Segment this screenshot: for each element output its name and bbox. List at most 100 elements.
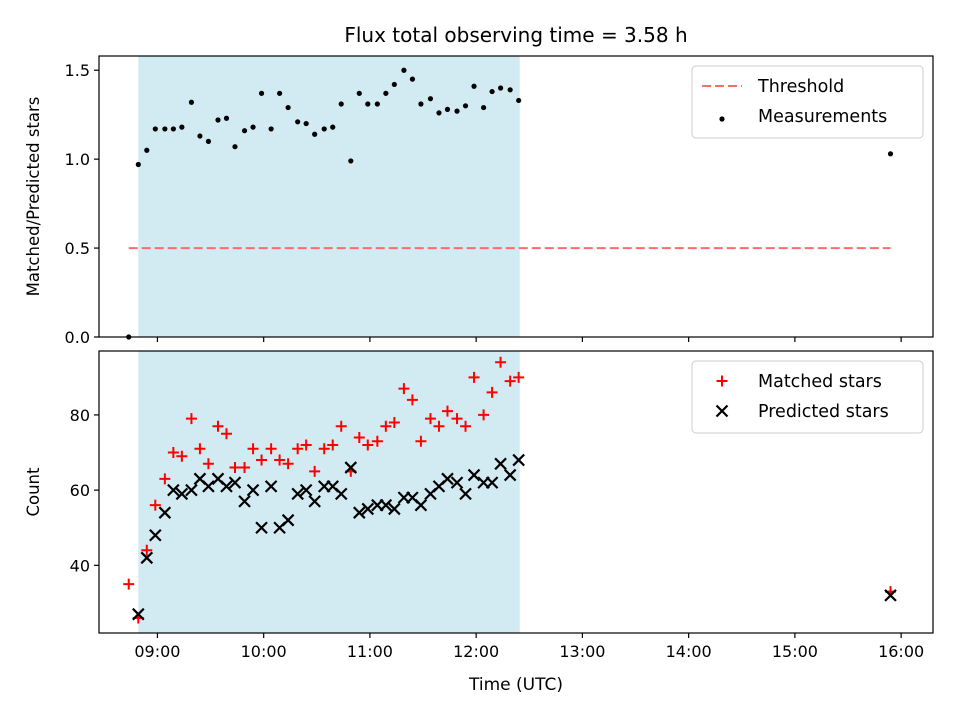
- point-measurement: [223, 115, 230, 121]
- point-predicted: [353, 506, 366, 519]
- point-predicted: [167, 483, 180, 497]
- point-matched: [185, 413, 197, 425]
- legend-swatch: [719, 116, 725, 122]
- point-matched: [167, 447, 179, 459]
- point-matched: [513, 371, 525, 383]
- legend-swatch: [715, 404, 729, 418]
- point-measurement: [391, 81, 397, 88]
- point-measurement: [330, 124, 336, 130]
- point-predicted: [467, 468, 481, 482]
- point-predicted: [388, 502, 401, 516]
- point-measurement: [338, 101, 344, 107]
- point-matched: [202, 458, 214, 470]
- point-matched: [380, 420, 392, 432]
- point-predicted: [185, 483, 198, 497]
- point-matched: [229, 462, 241, 474]
- point-predicted: [140, 551, 154, 565]
- point-measurement: [258, 90, 265, 96]
- point-measurement: [321, 126, 327, 132]
- point-measurement: [480, 104, 487, 111]
- point-measurement: [409, 76, 416, 82]
- point-measurement: [427, 96, 434, 102]
- y-axis-label: Matched/Predicted stars: [24, 97, 43, 297]
- point-measurement: [436, 110, 442, 116]
- point-measurement: [887, 151, 894, 157]
- bottom-panel-counts: 40 60 80 09:00 10:00 11:00 12:00 13:00 14:00 15:0…: [24, 350, 934, 661]
- observing-span-shade: [138, 56, 520, 337]
- point-matched: [212, 420, 224, 432]
- point-measurement: [152, 126, 158, 132]
- point-measurement: [489, 88, 495, 95]
- point-measurement: [471, 83, 477, 89]
- chart-title: Flux total observing time = 3.58 h: [344, 23, 687, 47]
- axes-frame: [98, 350, 934, 634]
- point-measurement: [205, 138, 212, 144]
- point-predicted: [379, 498, 393, 512]
- point-predicted: [459, 487, 472, 501]
- point-predicted: [132, 607, 145, 621]
- axes-frame: [98, 55, 934, 338]
- point-matched: [388, 416, 400, 428]
- point-measurement: [268, 126, 274, 132]
- point-predicted: [344, 461, 358, 474]
- point-matched: [309, 465, 321, 477]
- point-matched: [220, 428, 232, 440]
- point-measurement: [162, 126, 168, 132]
- point-matched: [327, 439, 339, 451]
- point-predicted: [175, 487, 189, 501]
- point-predicted: [308, 495, 321, 508]
- point-measurement: [232, 144, 238, 150]
- point-predicted: [414, 498, 428, 512]
- point-measurement: [285, 104, 291, 111]
- point-measurement: [312, 131, 318, 137]
- point-matched: [292, 443, 304, 455]
- point-measurement: [215, 117, 221, 123]
- point-measurement: [197, 133, 203, 139]
- point-measurement: [507, 87, 513, 93]
- point-measurement: [356, 90, 362, 96]
- point-predicted: [361, 502, 375, 516]
- point-predicted: [202, 480, 215, 493]
- point-predicted: [485, 476, 499, 489]
- point-measurement: [144, 147, 150, 153]
- point-measurement: [418, 101, 424, 107]
- legend: Matched stars Predicted stars: [691, 360, 924, 434]
- point-measurement: [462, 103, 469, 109]
- y-tick-label: 1.0: [65, 150, 90, 169]
- point-matched: [371, 435, 383, 447]
- x-axis-label: Time (UTC): [468, 675, 563, 695]
- x-tick-label: 11:00: [347, 642, 393, 661]
- point-matched: [460, 420, 472, 432]
- point-matched: [441, 405, 453, 417]
- point-matched: [256, 454, 268, 466]
- point-matched: [239, 462, 251, 474]
- y-tick-label: 0.0: [65, 328, 90, 347]
- y-axis-label: Count: [24, 467, 43, 517]
- point-matched: [282, 458, 294, 470]
- point-matched: [159, 473, 171, 485]
- point-predicted: [441, 472, 454, 486]
- point-matched: [478, 409, 490, 421]
- point-measurement: [516, 97, 522, 104]
- point-matched: [486, 386, 498, 398]
- point-matched: [123, 578, 135, 590]
- y-tick-label: 40: [70, 556, 90, 575]
- point-matched: [176, 450, 188, 462]
- point-matched: [415, 435, 427, 447]
- point-matched: [141, 544, 153, 556]
- point-matched: [451, 413, 463, 425]
- point-measurement: [179, 124, 185, 130]
- point-measurement: [277, 90, 283, 96]
- legend-box: [691, 360, 924, 434]
- point-predicted: [884, 589, 897, 602]
- point-predicted: [512, 453, 525, 467]
- point-predicted: [255, 521, 268, 534]
- point-predicted: [228, 476, 242, 489]
- point-measurement: [383, 90, 389, 96]
- point-matched: [495, 356, 507, 368]
- x-tick-label: 15:00: [772, 642, 818, 661]
- point-matched: [406, 394, 418, 406]
- point-matched: [149, 499, 161, 511]
- x-tick-label: 09:00: [134, 642, 180, 661]
- point-predicted: [238, 495, 251, 508]
